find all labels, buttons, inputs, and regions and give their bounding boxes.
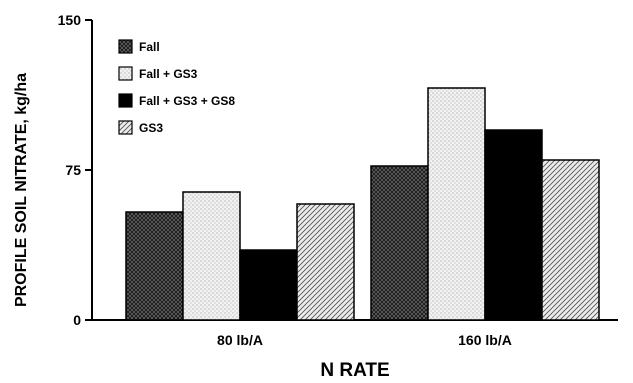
bar-gs3-1	[541, 159, 600, 321]
legend-swatch	[118, 120, 133, 135]
bar-fall-1	[370, 165, 429, 321]
legend-label: Fall	[139, 40, 160, 54]
bar-fall-gs3-1	[427, 87, 486, 321]
x-axis-title: N RATE	[320, 360, 389, 381]
legend-label: GS3	[139, 121, 163, 135]
x-tick-label: 80 lb/A	[217, 332, 263, 348]
legend-label: Fall + GS3 + GS8	[139, 94, 235, 108]
legend-swatch	[118, 93, 133, 108]
bar-gs3-0	[296, 203, 355, 321]
legend-swatch	[118, 66, 133, 81]
bar-fall-gs3-gs8-1	[484, 129, 543, 321]
y-axis-title: PROFILE SOIL NITRATE, kg/ha	[13, 73, 30, 307]
legend-swatch	[118, 39, 133, 54]
y-tick-label: 75	[65, 162, 81, 178]
bar-fall-0	[125, 211, 184, 321]
legend-label: Fall + GS3	[139, 67, 198, 81]
bar-fall-gs3-0	[182, 191, 241, 321]
bar-fall-gs3-gs8-0	[239, 249, 298, 321]
y-tick-label: 0	[73, 312, 81, 328]
y-tick-label: 150	[58, 12, 82, 28]
x-tick-label: 160 lb/A	[458, 332, 512, 348]
